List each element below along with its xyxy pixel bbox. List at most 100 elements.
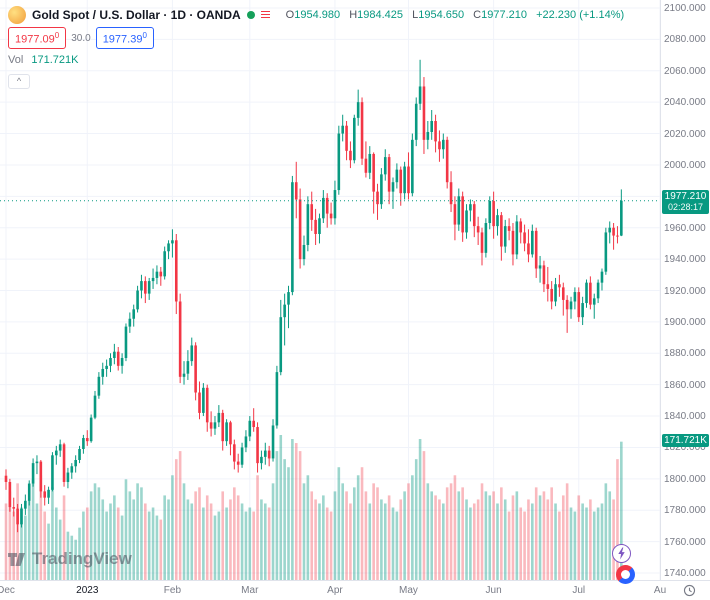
volume-bar [438, 499, 441, 580]
candle-body [47, 489, 50, 498]
volume-bar [534, 487, 538, 580]
candle-body [414, 103, 418, 140]
candle-body [364, 158, 368, 173]
candle-body [426, 131, 430, 140]
red-lines-icon [260, 10, 270, 19]
candle-body [24, 500, 27, 509]
volume-bar [527, 499, 530, 580]
volume-indicator-row[interactable]: Vol 171.721K [8, 54, 624, 68]
price-tick-label: 1880.000 [664, 348, 706, 360]
collapse-legend-button[interactable]: ^ [8, 74, 30, 89]
price-tick-label: 2100.000 [664, 3, 706, 14]
low-label: L [412, 8, 419, 21]
volume-bar [465, 499, 468, 580]
volume-badge: 171.721K [662, 433, 709, 447]
candle-body [531, 230, 534, 255]
trading-ring-icon[interactable] [616, 565, 635, 584]
sell-price-sup: 0 [54, 31, 60, 41]
candle-body [163, 251, 166, 277]
time-tick-label: Feb [163, 585, 182, 596]
volume-bar [531, 503, 534, 580]
volume-bar [550, 487, 553, 580]
candle-body [496, 215, 499, 227]
sell-button[interactable]: 1977.090 [8, 27, 67, 49]
candle-body [263, 450, 267, 457]
volume-bar [190, 503, 194, 580]
candle-body [507, 226, 511, 231]
volume-bar [55, 507, 58, 580]
time-axis[interactable]: Dec 2023 Feb Mar Apr May Jun Jul Au [0, 580, 710, 600]
spread-value: 30.0 [71, 32, 91, 44]
buy-button[interactable]: 1977.390 [95, 27, 154, 49]
candle-body [461, 196, 464, 233]
candle-body [573, 292, 577, 302]
time-tick-label: Dec [0, 585, 15, 596]
volume-bar [449, 483, 453, 580]
open-label: O [285, 8, 295, 21]
candle-body [190, 345, 194, 362]
candle-body [155, 271, 159, 278]
volume-bar [66, 531, 70, 580]
volume-bar [476, 499, 480, 580]
lightning-icon[interactable] [612, 544, 631, 563]
green-dot-icon [246, 10, 255, 19]
sell-price: 1977.09 [15, 33, 55, 46]
candle-body [221, 412, 225, 442]
candle-body [174, 240, 178, 302]
candle-body [569, 301, 573, 310]
volume-bar [159, 519, 163, 580]
price-axis[interactable]: 2100.000 2080.000 2060.000 2040.000 2020.000… [660, 0, 710, 580]
candle-body [500, 215, 503, 247]
volume-bar [360, 467, 364, 580]
volume-bar [573, 511, 577, 580]
volume-bar [325, 507, 329, 580]
candle-body [275, 372, 279, 426]
candle-body [434, 121, 437, 142]
volume-bar [488, 495, 492, 580]
volume-bar [426, 483, 430, 580]
candle-body [213, 422, 217, 429]
candle-body [418, 86, 422, 104]
buy-price: 1977.39 [102, 33, 143, 46]
candle-body [453, 204, 457, 225]
tradingview-watermark[interactable]: TradingView [7, 549, 132, 569]
volume-bar [128, 491, 132, 580]
volume-bar [271, 483, 275, 580]
volume-bar [558, 511, 561, 580]
candle-body [20, 508, 23, 525]
high-label: H [349, 8, 358, 21]
volume-bar [577, 495, 581, 580]
volume-bar [395, 511, 399, 580]
volume-bar [418, 439, 422, 580]
price-tick-label: 1840.000 [664, 411, 706, 423]
volume-bar [124, 479, 128, 580]
volume-bar [356, 475, 360, 580]
volume-bar [279, 435, 283, 580]
candle-body [233, 444, 236, 462]
volume-bar [492, 491, 495, 580]
volume-bar [353, 487, 356, 580]
volume-bar [132, 499, 136, 580]
candle-body [101, 368, 105, 377]
clock-icon[interactable] [682, 584, 696, 598]
candle-body [105, 365, 108, 369]
volume-bar [503, 499, 507, 580]
volume-bar [113, 495, 116, 580]
time-tick-label: 2023 [76, 585, 99, 596]
volume-bar [202, 507, 205, 580]
volume-bar [519, 507, 523, 580]
volume-bar [12, 511, 16, 580]
volume-bar [322, 495, 325, 580]
last-price-value: 1977.210 [664, 190, 707, 202]
candle-body [577, 292, 581, 318]
price-tick-label: 1960.000 [664, 222, 706, 234]
candle-body [287, 292, 290, 305]
close-value: 1977.210 [481, 8, 528, 21]
candle-body [205, 387, 209, 423]
volume-bar [569, 507, 573, 580]
price-chart[interactable] [0, 0, 660, 580]
volume-bar [608, 491, 612, 580]
price-tick-label: 1920.000 [664, 285, 706, 297]
candle-body [147, 281, 151, 294]
symbol-title[interactable]: Gold Spot / U.S. Dollar · 1D · OANDA [32, 7, 241, 22]
